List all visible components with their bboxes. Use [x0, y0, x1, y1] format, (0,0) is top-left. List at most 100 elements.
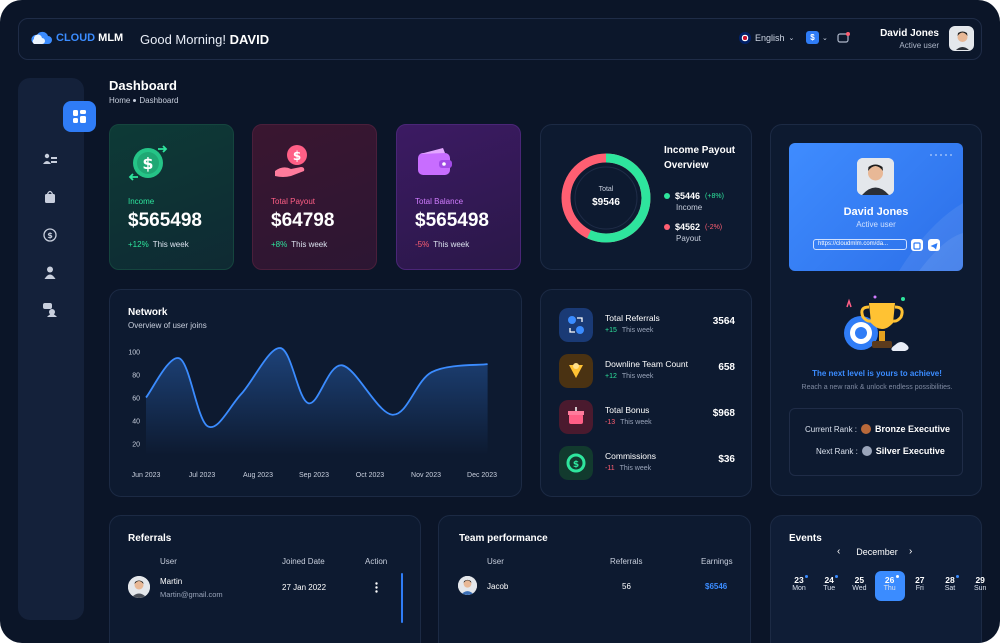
currency-selector[interactable]: $ ⌄: [806, 31, 828, 44]
legend-payout-label: Payout: [676, 234, 701, 243]
y-tick-label: 100: [128, 350, 140, 357]
commissions-row[interactable]: $ Commissions -11 This week $36: [559, 446, 735, 480]
language-selector[interactable]: English ⌄: [739, 32, 794, 44]
total-payout-label: Total Payout: [271, 197, 316, 206]
profile-name: David Jones: [843, 206, 909, 218]
currency-badge: $: [806, 31, 819, 44]
notification-icon[interactable]: [837, 32, 850, 44]
day-number: 27: [915, 575, 925, 585]
income-dot: [664, 193, 670, 199]
donut-total-label: Total: [598, 186, 614, 193]
day-name: Sun: [973, 585, 987, 592]
next-rank-row: Next Rank : Silver Executive: [816, 446, 945, 456]
total-bonus-row[interactable]: Total Bonus -13 This week $968: [559, 400, 735, 434]
avatar: [128, 576, 150, 598]
col-user: User: [160, 557, 177, 566]
gift-icon: [559, 400, 593, 434]
day-number: 23: [794, 575, 804, 585]
copy-icon[interactable]: [911, 239, 923, 251]
telegram-icon[interactable]: [928, 239, 940, 251]
event-dot: [895, 575, 899, 578]
x-tick-label: Nov 2023: [411, 472, 441, 479]
network-icon[interactable]: [43, 152, 57, 166]
team-performance-panel: Team performance User Referrals Earnings…: [438, 515, 751, 643]
scrollbar[interactable]: [401, 573, 403, 623]
rank-box: Current Rank : Bronze Executive Next Ran…: [789, 408, 963, 476]
col-earnings: Earnings: [701, 557, 733, 566]
user-icon[interactable]: [43, 265, 57, 279]
col-joined-date: Joined Date: [282, 557, 325, 566]
payout-dot: [664, 224, 670, 230]
logo[interactable]: CLOUD MLM: [30, 31, 123, 45]
card-wave-decoration: [899, 154, 963, 271]
uk-flag-icon: [739, 32, 751, 44]
more-options-icon[interactable]: [375, 582, 378, 593]
network-title: Network: [128, 307, 168, 318]
day-name: Tue: [823, 585, 836, 592]
profile-panel: David Jones Active user https://cloudmlm…: [770, 124, 982, 496]
trophy-icon: [844, 295, 909, 351]
referral-email: Martin@gmail.com: [160, 590, 223, 599]
cloud-logo-icon: [31, 31, 52, 44]
col-action: Action: [365, 557, 388, 566]
col-user: User: [487, 557, 504, 566]
calendar-day[interactable]: 23 Mon: [784, 571, 814, 601]
team-member-referrals: 56: [622, 582, 631, 591]
series-line: [145, 347, 488, 428]
total-balance-card[interactable]: Total Balance $565498 -5% This week: [396, 124, 521, 270]
referral-name: Martin: [160, 577, 183, 586]
referral-link[interactable]: https://cloudmlm.com/da...: [813, 239, 907, 250]
greeting: Good Morning! DAVID: [140, 32, 270, 47]
event-dot: [835, 575, 839, 578]
day-name: Mon: [792, 585, 806, 592]
x-tick-label: Sep 2023: [299, 472, 329, 479]
calendar-day[interactable]: 29 Sun: [965, 571, 995, 601]
downline-team-change: +12 This week: [605, 373, 654, 380]
svg-text:$: $: [573, 460, 579, 470]
legend-income-label: Income: [676, 203, 703, 212]
calendar-day[interactable]: 27 Fri: [905, 571, 935, 601]
downline-team-row[interactable]: Downline Team Count +12 This week 658: [559, 354, 735, 388]
sidebar-item-dashboard[interactable]: [63, 101, 96, 132]
x-tick-label: Oct 2023: [356, 472, 385, 479]
legend-payout-change: (-2%): [705, 223, 723, 231]
income-card[interactable]: $ Income $565498 +12% This week: [109, 124, 234, 270]
shop-bag-icon[interactable]: [43, 190, 57, 204]
legend-income: $5446 (+8%): [664, 191, 724, 201]
team-member-earnings: $6546: [705, 582, 728, 591]
avatar-image: [950, 27, 973, 50]
network-chart: 20 40 60 80 100 Jun 2023 Jul 2023 Aug 2023 Sep 2…: [128, 347, 497, 479]
calendar-day[interactable]: 24 Tue: [814, 571, 844, 601]
user-avatar[interactable]: [949, 26, 974, 51]
day-number: 26: [884, 575, 895, 585]
breadcrumb-current: Dashboard: [139, 96, 179, 105]
logo-text: CLOUD MLM: [56, 32, 124, 44]
events-title: Events: [789, 533, 822, 544]
calendar-day[interactable]: 28 Sat: [935, 571, 965, 601]
payout-icon[interactable]: $: [43, 228, 57, 242]
breadcrumb: Home Dashboard: [109, 96, 178, 105]
calendar-day[interactable]: 26 Thu: [874, 571, 905, 601]
svg-text:$: $: [47, 231, 53, 240]
total-referrals-change: +15 This week: [605, 327, 654, 334]
income-payout-donut: [561, 153, 651, 243]
next-month-icon[interactable]: ›: [909, 546, 913, 557]
total-referrals-label: Total Referrals: [605, 313, 660, 323]
x-tick-label: Jul 2023: [189, 472, 216, 479]
total-referrals-row[interactable]: Total Referrals +15 This week 3564: [559, 308, 735, 342]
profile-avatar: [857, 158, 894, 195]
dashboard-icon: [73, 110, 86, 123]
legend-payout: $4562 (-2%): [664, 222, 722, 232]
total-payout-card[interactable]: $ Total Payout $64798 +8% This week: [252, 124, 377, 270]
calendar-day[interactable]: 25 Wed: [844, 571, 874, 601]
next-rank-value: Silver Executive: [875, 446, 945, 456]
total-bonus-change: -13 This week: [605, 419, 652, 426]
breadcrumb-home[interactable]: Home: [109, 96, 131, 105]
total-bonus-value: $968: [712, 408, 735, 419]
income-value: $565498: [128, 210, 202, 231]
y-tick-label: 60: [132, 396, 140, 403]
prev-month-icon[interactable]: ‹: [837, 546, 841, 557]
total-balance-change: -5% This week: [415, 240, 470, 249]
support-icon[interactable]: [43, 303, 57, 317]
